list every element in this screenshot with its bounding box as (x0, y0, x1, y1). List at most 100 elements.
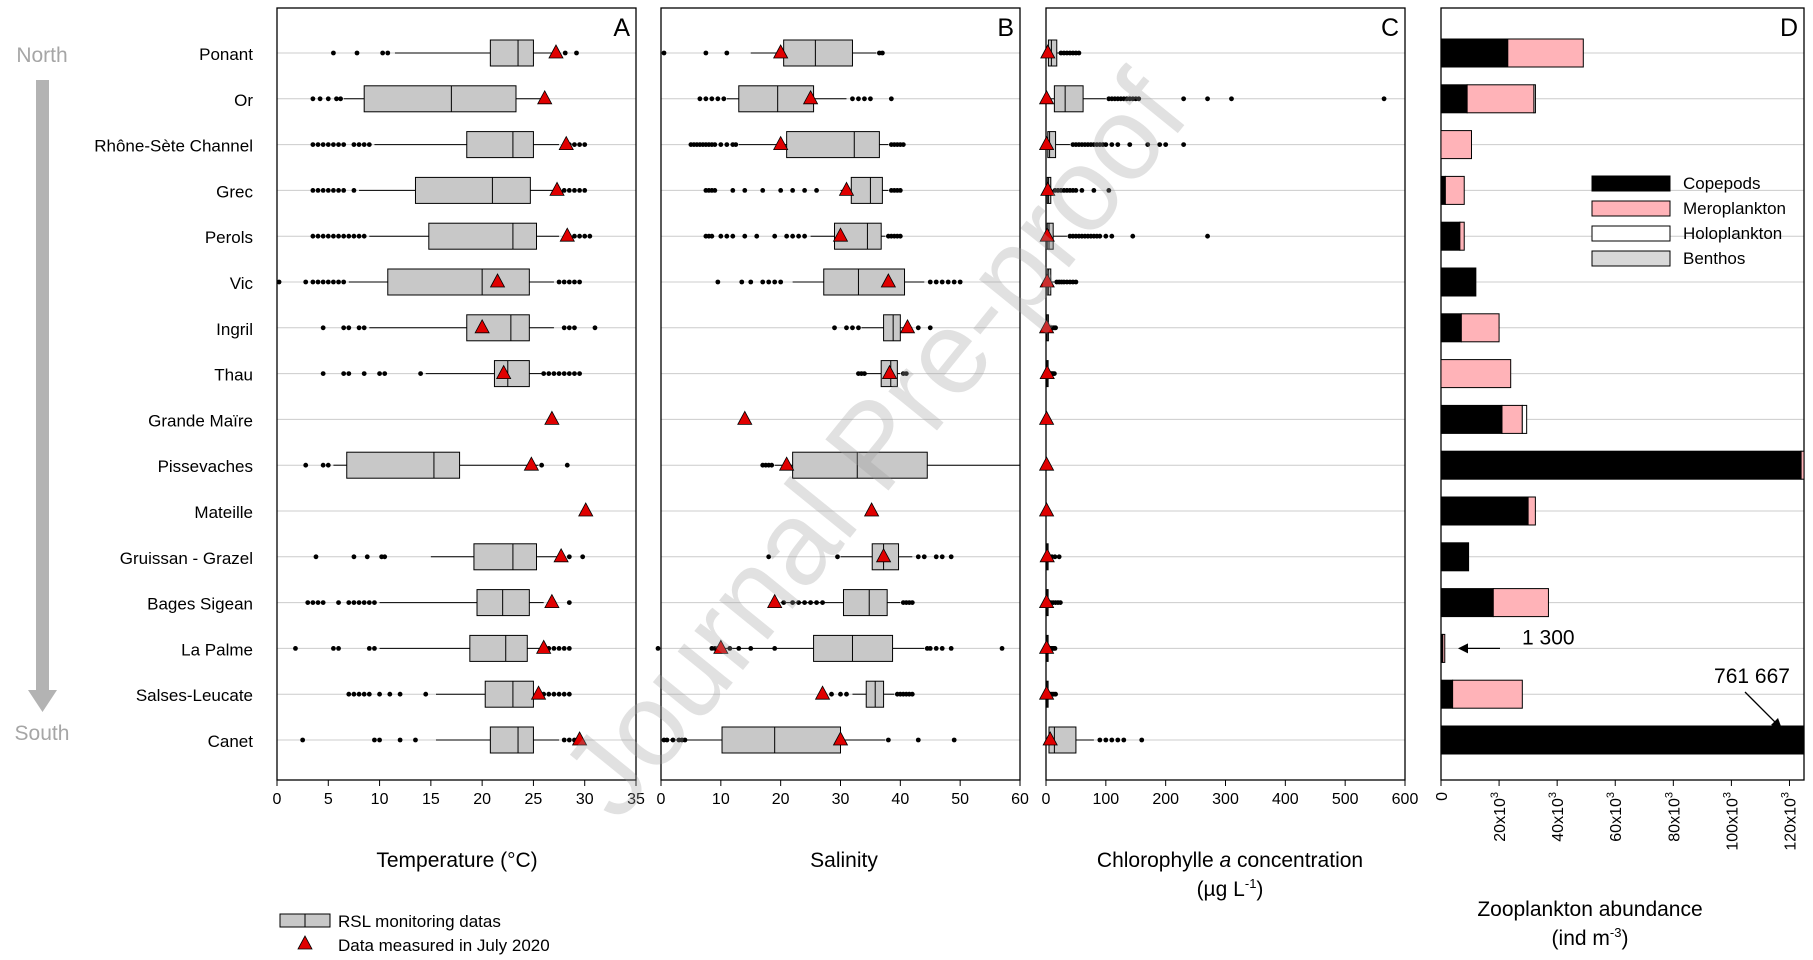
panel-c-unit-end: ) (1256, 878, 1263, 901)
outlier-point (346, 371, 352, 376)
site-label: Vic (230, 274, 254, 293)
outlier-point (346, 691, 352, 697)
outlier-point (341, 371, 347, 376)
outlier-point (1109, 737, 1115, 743)
outlier-point (1139, 737, 1145, 743)
x-tick-label-sup: 3 (1489, 792, 1501, 798)
x-tick-label: 15 (422, 791, 440, 808)
july-2020-marker (1038, 89, 1055, 105)
legend-label: Holoplankton (1683, 224, 1782, 243)
outlier-point (862, 96, 867, 102)
outlier-point (655, 646, 661, 651)
outlier-point (320, 142, 326, 148)
bar-segment (1440, 175, 1446, 205)
iqr-box (721, 726, 842, 754)
panel-d-xlabel-unit: (ind m-3) (1552, 925, 1629, 950)
outlier-point (382, 554, 388, 560)
july-2020-marker (838, 181, 855, 196)
outlier-point (748, 646, 754, 651)
outlier-point (879, 50, 885, 56)
iqr-box (466, 131, 534, 159)
outlier-point (551, 646, 557, 651)
panel-a-xlabel: Temperature (°C) (376, 849, 537, 872)
outlier-point (320, 279, 326, 285)
outlier-point (1076, 50, 1082, 56)
outlier-point (315, 600, 321, 605)
july-2020-marker (880, 273, 897, 288)
outlier-point (331, 50, 336, 56)
outlier-point (377, 691, 382, 697)
outlier-point (572, 371, 577, 376)
outlier-point (341, 279, 347, 285)
legend-swatch (1591, 250, 1671, 267)
july-2020-marker (496, 364, 512, 380)
outlier-point (697, 96, 703, 102)
outlier-point (832, 325, 837, 331)
iqr-box (850, 176, 883, 204)
outlier-point (802, 233, 807, 239)
outlier-point (790, 233, 796, 239)
july-2020-marker (832, 731, 849, 746)
legend-swatch (1591, 175, 1671, 192)
site-label: Ingril (216, 320, 253, 339)
outlier-point (1115, 142, 1121, 148)
outlier-point (336, 279, 341, 285)
outlier-point (331, 142, 336, 148)
july-2020-marker (544, 593, 560, 608)
bar-segment (1440, 542, 1470, 572)
outlier-point (310, 96, 316, 102)
site-label: La Palme (181, 640, 253, 659)
bar-segment (1800, 450, 1805, 480)
outlier-point (900, 142, 906, 148)
legend-swatch (1591, 200, 1671, 217)
outlier-point (951, 737, 957, 743)
outlier-point (1181, 96, 1187, 102)
site-label: Grande Maïre (148, 411, 253, 430)
outlier-point (1091, 188, 1097, 193)
iqr-box (783, 39, 853, 67)
outlier-point (310, 142, 316, 148)
outlier-point (397, 691, 403, 697)
july-2020-marker (558, 135, 574, 151)
outlier-point (582, 233, 588, 239)
outlier-point (582, 188, 588, 193)
july-2020-marker (1039, 227, 1055, 242)
outlier-point (566, 188, 572, 193)
july-2020-marker (559, 227, 575, 242)
july-2020-marker (1038, 456, 1055, 471)
bar-segment (1440, 496, 1529, 526)
panel-c-unit-sup: -1 (1245, 876, 1257, 891)
iqr-box (473, 543, 538, 571)
outlier-point (939, 554, 945, 560)
outlier-point (730, 188, 736, 193)
x-tick-label: 120x103 (1779, 792, 1799, 851)
outlier-point (587, 233, 593, 239)
outlier-point (772, 233, 778, 239)
iqr-box (842, 589, 888, 617)
outlier-point (351, 691, 357, 697)
outlier-point (1097, 233, 1103, 239)
outlier-point (320, 371, 326, 376)
outlier-point (356, 142, 362, 148)
outlier-point (317, 96, 323, 102)
panel-letter: D (1780, 14, 1798, 42)
outlier-point (325, 279, 331, 285)
outlier-point (310, 279, 316, 285)
outlier-point (772, 646, 778, 651)
outlier-point (1051, 371, 1057, 376)
bar-segment (1440, 84, 1468, 114)
outlier-point (682, 737, 688, 743)
outlier-point (927, 646, 933, 651)
x-tick-label: 35 (627, 791, 645, 808)
x-tick-label-sup: 3 (1779, 792, 1791, 798)
outlier-point (835, 554, 840, 560)
outlier-point (856, 325, 861, 331)
outlier-point (1056, 554, 1062, 560)
outlier-point (577, 233, 582, 239)
outlier-point (577, 279, 582, 285)
outlier-point (739, 279, 745, 285)
bar-segment (1440, 130, 1472, 160)
outlier-point (354, 50, 360, 56)
outlier-point (320, 188, 326, 193)
outlier-point (772, 279, 778, 285)
